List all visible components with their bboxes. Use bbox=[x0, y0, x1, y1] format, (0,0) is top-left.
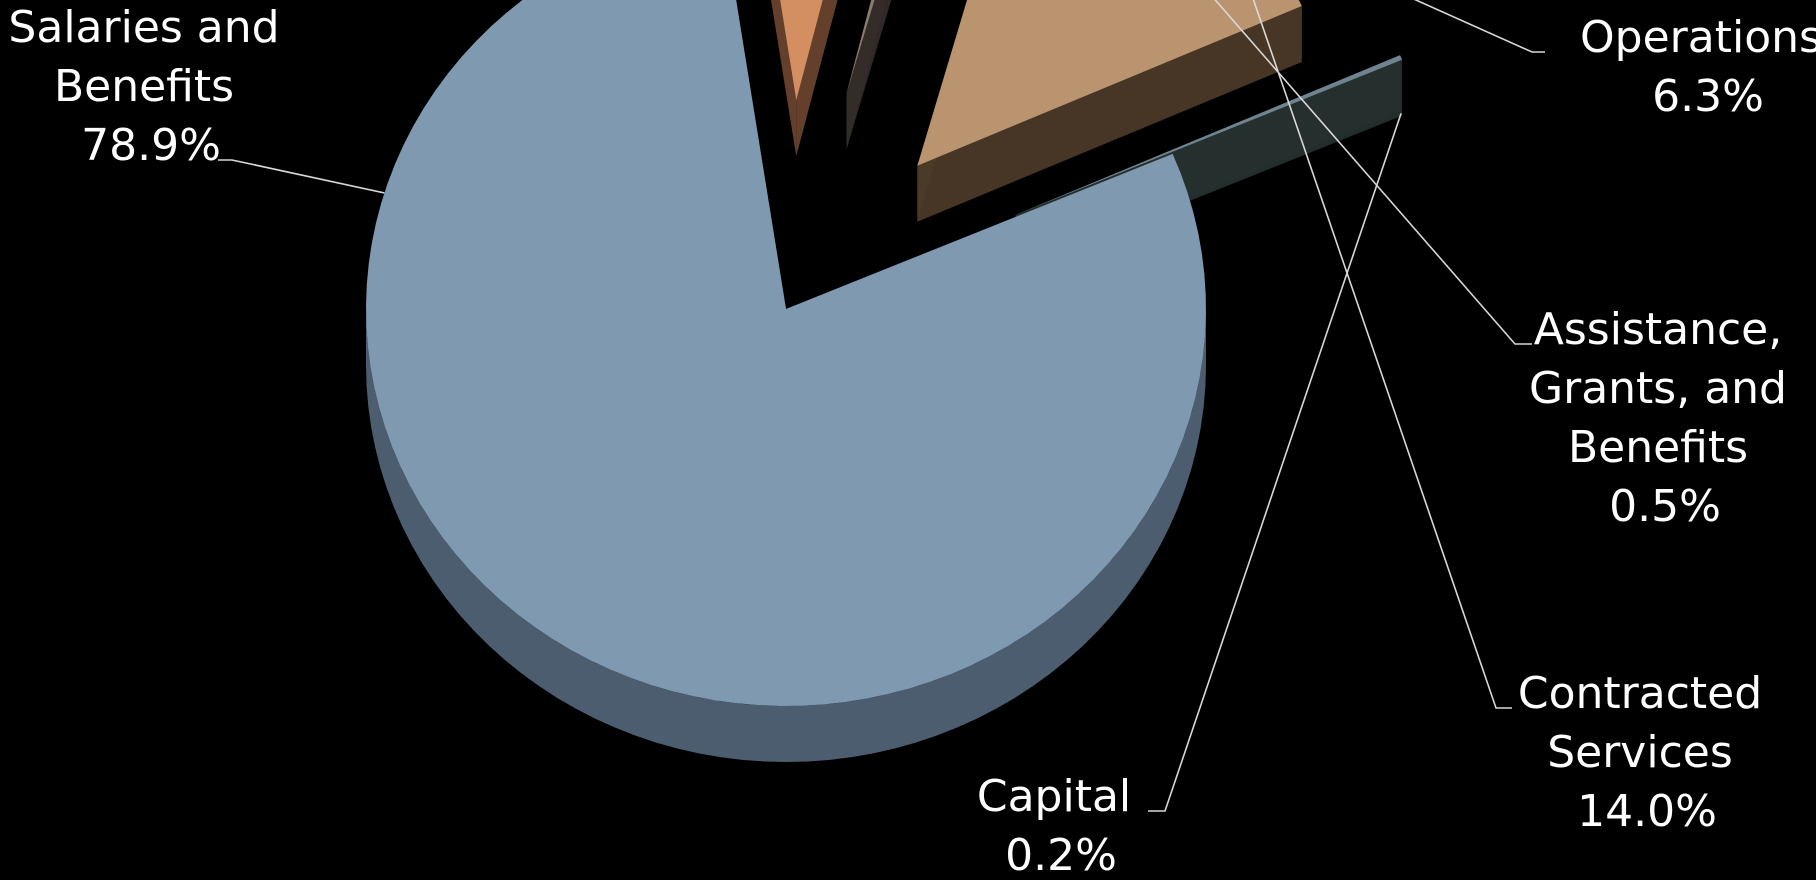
assistance-leader-line bbox=[1214, 0, 1532, 345]
operations-leader-line bbox=[1413, 0, 1545, 53]
salaries-label: Salaries and Benefits 78.9% bbox=[8, 2, 293, 171]
capital-value: 0.2% bbox=[1005, 830, 1117, 880]
contracted-slice-side-1 bbox=[917, 6, 1302, 222]
capital-leader-line bbox=[1148, 113, 1402, 812]
capital-slice bbox=[1015, 55, 1403, 215]
operations-label: Operations 6.3% bbox=[1580, 12, 1816, 122]
contracted-value: 14.0% bbox=[1577, 786, 1717, 837]
assistance-label: Assistance, Grants, and Benefits 0.5% bbox=[1529, 304, 1801, 532]
assistance-slice-side-1 bbox=[846, 0, 892, 150]
salaries-slice bbox=[366, 0, 1206, 706]
operations-slice-side-1 bbox=[796, 0, 838, 157]
contracted-label: Contracted Services 14.0% bbox=[1518, 668, 1776, 837]
salaries-leader-line bbox=[218, 159, 385, 194]
operations-value: 6.3% bbox=[1652, 71, 1764, 122]
operations-slice bbox=[780, 0, 823, 101]
assistance-slice bbox=[846, 0, 875, 94]
leader-lines bbox=[218, 0, 1545, 812]
contracted-slice bbox=[917, 0, 1302, 166]
assistance-value: 0.5% bbox=[1609, 481, 1721, 532]
operations-slice-side-0 bbox=[771, 0, 797, 157]
salaries-value: 78.9% bbox=[81, 120, 221, 171]
capital-label: Capital 0.2% bbox=[977, 771, 1145, 880]
pie-slices bbox=[366, 0, 1403, 762]
contracted-leader-line bbox=[1252, 0, 1512, 709]
